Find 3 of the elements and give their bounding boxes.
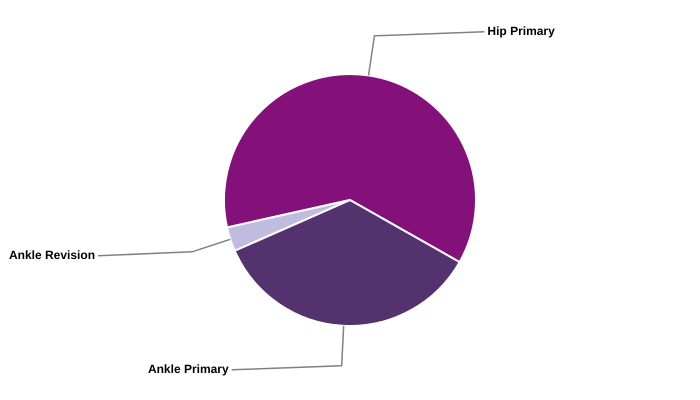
slice-label: Ankle Revision xyxy=(8,248,96,262)
slice-label: Ankle Primary xyxy=(148,362,229,376)
slice-label: Hip Primary xyxy=(487,24,556,38)
